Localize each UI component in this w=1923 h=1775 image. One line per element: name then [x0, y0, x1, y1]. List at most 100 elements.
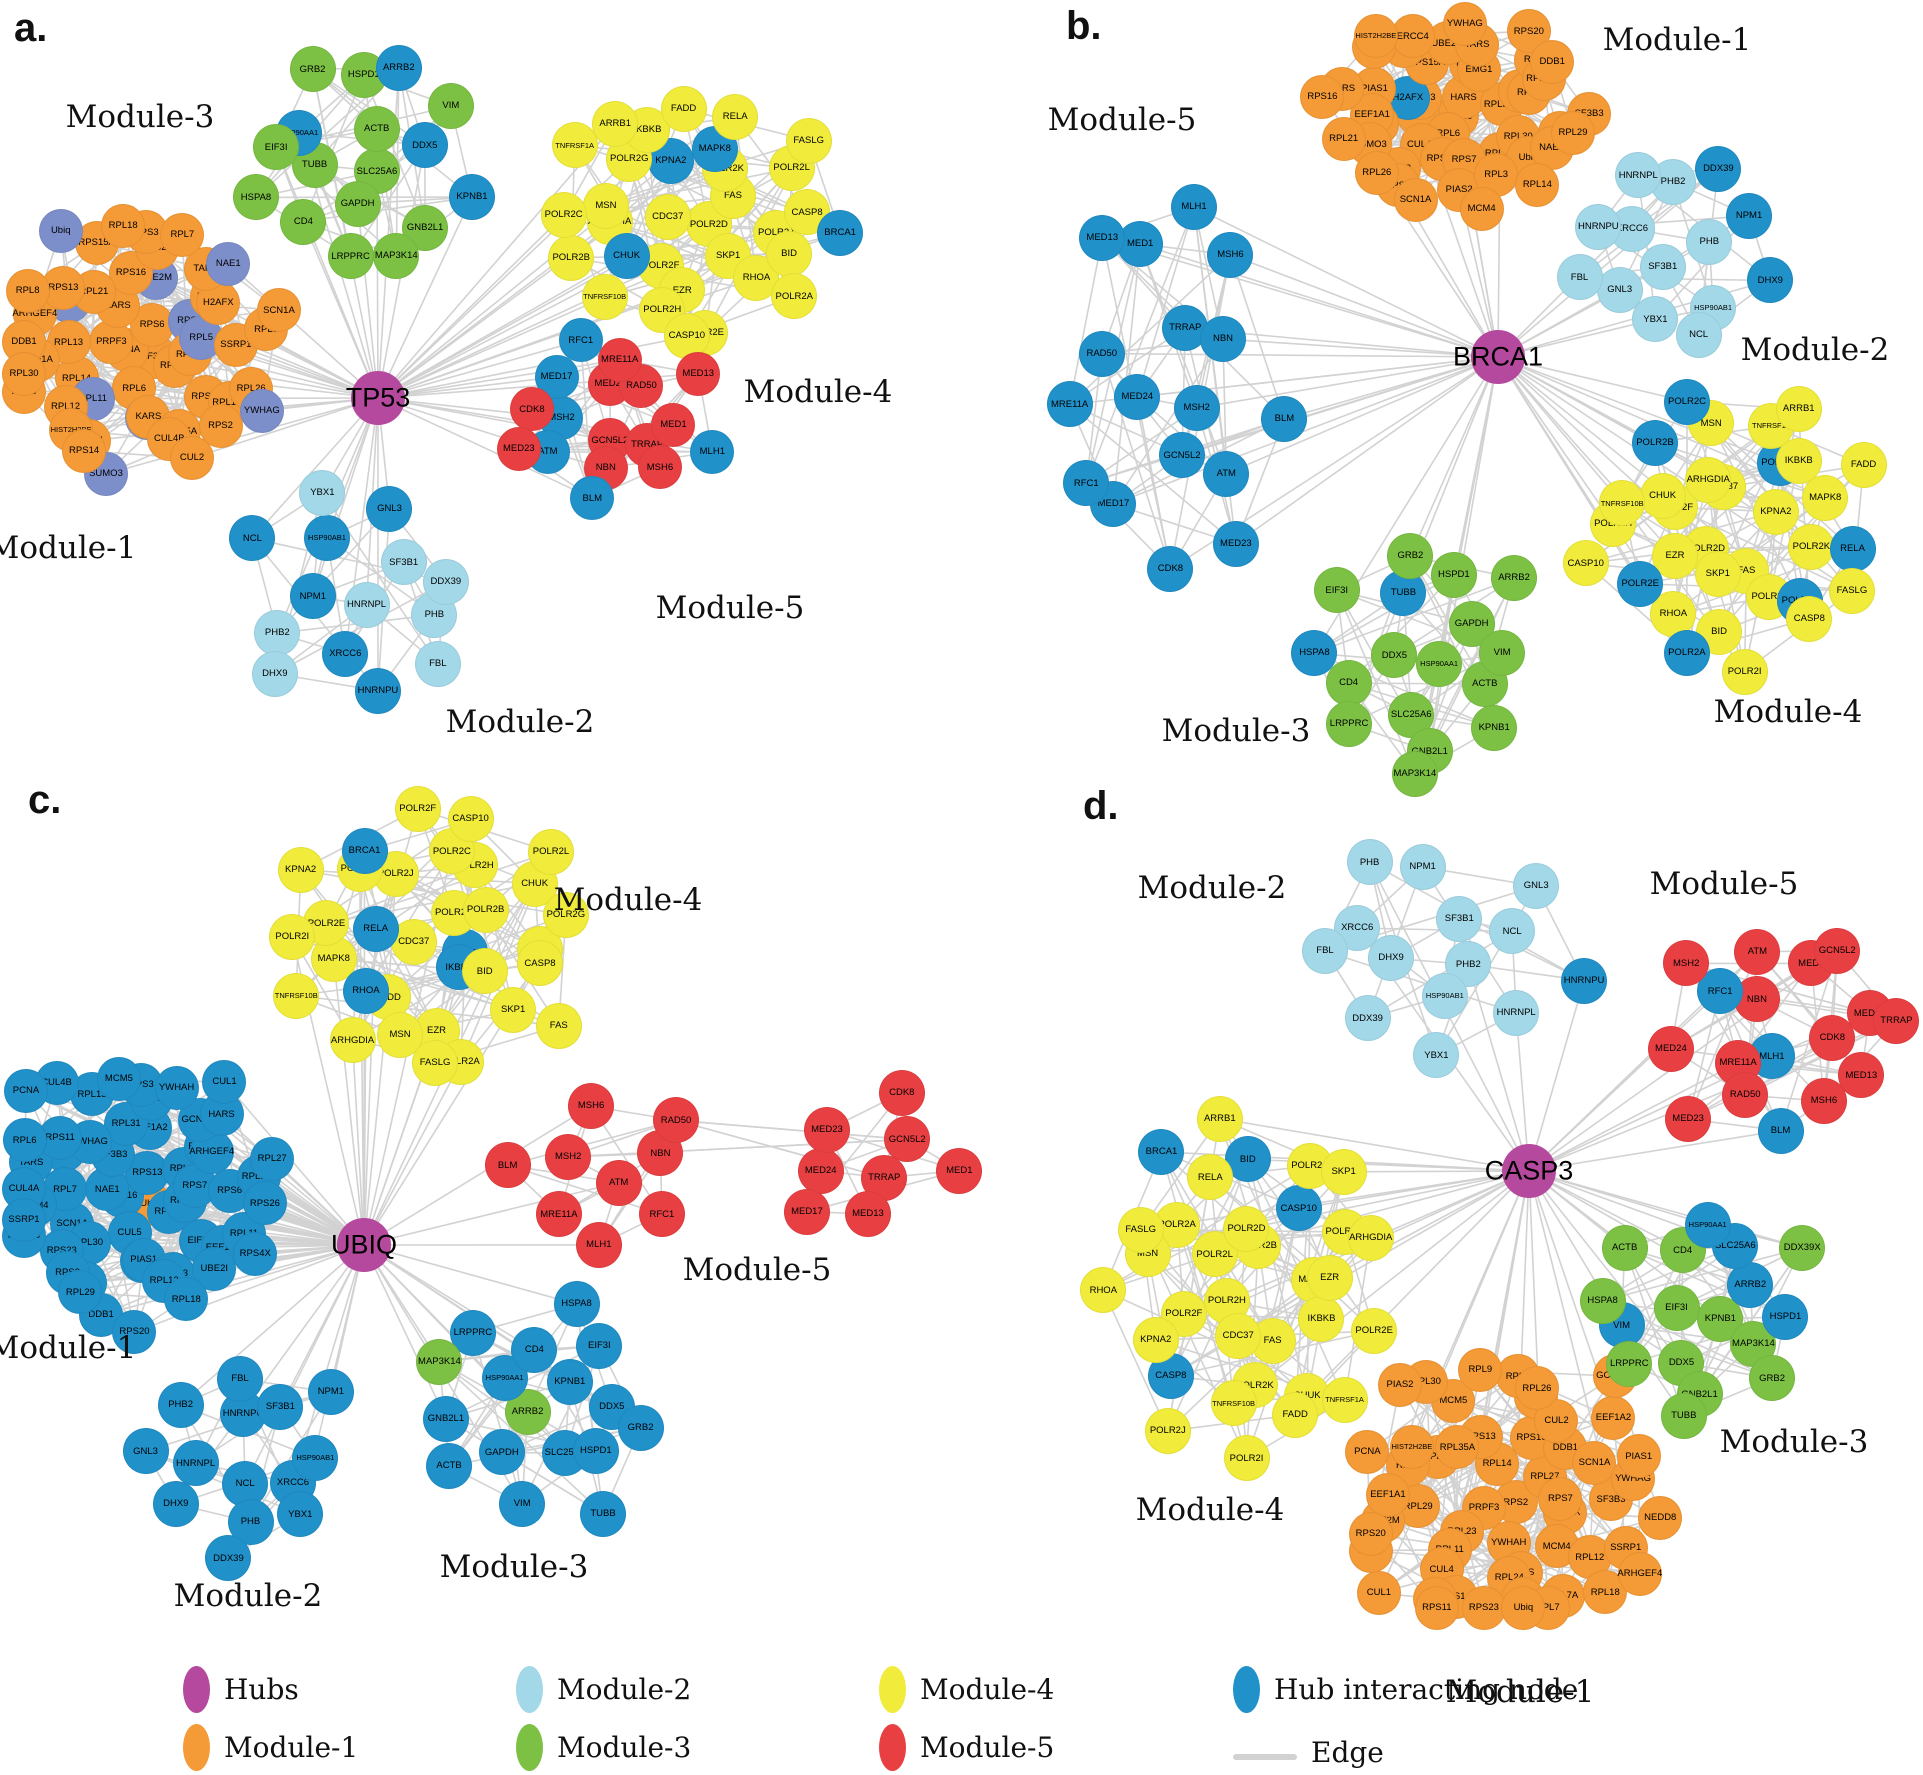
- node-cul1[interactable]: CUL1: [1356, 1570, 1401, 1615]
- node-rpl29[interactable]: RPL29: [58, 1270, 103, 1315]
- node-bid[interactable]: BID: [766, 231, 813, 278]
- node-xrcc6[interactable]: XRCC6: [322, 630, 369, 677]
- node-cul1[interactable]: CUL1: [202, 1060, 247, 1105]
- node-dhx9[interactable]: DHX9: [1368, 935, 1415, 982]
- node-hnrnpu[interactable]: HNRNPU: [1561, 957, 1608, 1004]
- node-sf3b1[interactable]: SF3B1: [380, 539, 427, 586]
- node-blm[interactable]: BLM: [1757, 1107, 1804, 1154]
- node-arrb1[interactable]: ARRB1: [1775, 386, 1822, 433]
- node-sf3b1[interactable]: SF3B1: [1639, 244, 1686, 291]
- node-med24[interactable]: MED24: [1647, 1025, 1694, 1072]
- node-ddx5[interactable]: DDX5: [1371, 632, 1418, 679]
- node-actb[interactable]: ACTB: [353, 105, 400, 152]
- node-msh6[interactable]: MSH6: [1800, 1078, 1847, 1125]
- node-map3k14[interactable]: MAP3K14: [416, 1338, 463, 1385]
- node-rps7[interactable]: RPS7: [1538, 1477, 1583, 1522]
- node-rpl27[interactable]: RPL27: [250, 1137, 295, 1182]
- node-fbl[interactable]: FBL: [414, 640, 461, 687]
- node-casp10[interactable]: CASP10: [447, 796, 494, 843]
- node-cdk8[interactable]: CDK8: [1809, 1014, 1856, 1061]
- node-actb[interactable]: ACTB: [426, 1443, 473, 1490]
- node-med13[interactable]: MED13: [1838, 1052, 1885, 1099]
- node-msh2[interactable]: MSH2: [1173, 385, 1220, 432]
- node-dhx9[interactable]: DHX9: [251, 650, 298, 697]
- node-rps20[interactable]: RPS20: [112, 1310, 157, 1355]
- node-map3k14[interactable]: MAP3K14: [373, 233, 420, 279]
- node-faslg[interactable]: FASLG: [412, 1039, 459, 1086]
- node-med23[interactable]: MED23: [1665, 1096, 1712, 1143]
- node-kpna2[interactable]: KPNA2: [277, 847, 324, 893]
- node-med24[interactable]: MED24: [1114, 373, 1161, 420]
- node-hnrnpu[interactable]: HNRNPU: [354, 667, 401, 714]
- node-ubiq[interactable]: Ubiq: [1501, 1586, 1546, 1630]
- node-polr2c[interactable]: POLR2C: [1664, 378, 1711, 425]
- node-cd4[interactable]: CD4: [511, 1327, 558, 1374]
- node-ywhag[interactable]: YWHAG: [239, 388, 284, 433]
- node-ybx1[interactable]: YBX1: [1632, 296, 1679, 343]
- node-gnb2l1[interactable]: GNB2L1: [422, 1395, 469, 1442]
- node-gnl3[interactable]: GNL3: [1513, 863, 1560, 910]
- node-rps6[interactable]: RPS6: [130, 302, 175, 347]
- node-fadd[interactable]: FADD: [1272, 1391, 1319, 1438]
- node-rhoa[interactable]: RHOA: [1080, 1267, 1127, 1314]
- node-hspd1[interactable]: HSPD1: [1430, 552, 1477, 598]
- node-msh2[interactable]: MSH2: [545, 1133, 592, 1180]
- node-mlh1[interactable]: MLH1: [575, 1221, 622, 1268]
- node-phb[interactable]: PHB: [1346, 839, 1393, 886]
- node-arhgdia[interactable]: ARHGDIA: [329, 1017, 376, 1064]
- node-med23[interactable]: MED23: [803, 1107, 850, 1154]
- node-ddx5[interactable]: DDX5: [401, 122, 448, 169]
- node-mapk8[interactable]: MAPK8: [1802, 474, 1849, 521]
- node-lrpprc[interactable]: LRPPRC: [1606, 1340, 1653, 1387]
- node-mre11a[interactable]: MRE11A: [535, 1191, 582, 1238]
- node-rela[interactable]: RELA: [712, 94, 759, 141]
- node-ubiq[interactable]: Ubiq: [38, 208, 83, 253]
- node-msh6[interactable]: MSH6: [1207, 231, 1254, 278]
- node-tnfrsf10b[interactable]: TNFRSF10B: [1599, 480, 1646, 527]
- node-phb2[interactable]: PHB2: [157, 1381, 204, 1428]
- node-npm1[interactable]: NPM1: [1399, 843, 1446, 890]
- node-mcm5[interactable]: MCM5: [96, 1056, 141, 1101]
- node-ncl[interactable]: NCL: [1675, 311, 1722, 358]
- node-grb2[interactable]: GRB2: [289, 46, 336, 93]
- node-casp10[interactable]: CASP10: [1562, 540, 1609, 587]
- node-cd4[interactable]: CD4: [1325, 660, 1372, 707]
- node-med1[interactable]: MED1: [651, 403, 696, 448]
- node-kpnb1[interactable]: KPNB1: [1471, 704, 1518, 751]
- node-rps14[interactable]: RPS14: [62, 428, 107, 473]
- node-rpl7[interactable]: RPL7: [160, 212, 205, 257]
- node-polr2i[interactable]: POLR2I: [1223, 1435, 1270, 1482]
- node-rhoa[interactable]: RHOA: [342, 967, 389, 1014]
- node-faslg[interactable]: FASLG: [1828, 567, 1875, 614]
- node-ddx39[interactable]: DDX39: [422, 558, 469, 605]
- node-med1[interactable]: MED1: [936, 1147, 983, 1194]
- node-scn1a[interactable]: SCN1A: [1393, 177, 1438, 222]
- node-arrb1[interactable]: ARRB1: [592, 101, 639, 148]
- node-vim[interactable]: VIM: [1479, 630, 1526, 677]
- node-fadd[interactable]: FADD: [1840, 442, 1887, 489]
- node-polr2b[interactable]: POLR2B: [462, 887, 509, 934]
- node-ercc4[interactable]: ERCC4: [1390, 14, 1435, 59]
- node-sf3b1[interactable]: SF3B1: [257, 1383, 304, 1430]
- node-blm[interactable]: BLM: [1261, 395, 1308, 442]
- node-rpl29[interactable]: RPL29: [1550, 110, 1595, 155]
- node-rpl6[interactable]: RPL6: [2, 1118, 47, 1163]
- node-rps11[interactable]: RPS11: [1414, 1586, 1459, 1630]
- node-cdc37[interactable]: CDC37: [1215, 1313, 1262, 1360]
- node-grb2[interactable]: GRB2: [1387, 533, 1434, 580]
- node-lrpprc[interactable]: LRPPRC: [327, 233, 374, 280]
- node-casp8[interactable]: CASP8: [1786, 595, 1833, 642]
- node-pcna[interactable]: PCNA: [3, 1068, 48, 1113]
- hub-tp53[interactable]: [351, 371, 405, 425]
- node-msh6[interactable]: MSH6: [637, 445, 682, 490]
- node-tnfrsf10b[interactable]: TNFRSF10B: [273, 972, 320, 1019]
- node-eef1a2[interactable]: EEF1A2: [1591, 1396, 1636, 1441]
- node-ssrp1[interactable]: SSRP1: [2, 1197, 46, 1242]
- node-nedd8[interactable]: NEDD8: [1638, 1495, 1683, 1540]
- node-nae1[interactable]: NAE1: [206, 241, 251, 286]
- node-rpl14[interactable]: RPL14: [1515, 162, 1560, 207]
- node-kpna2[interactable]: KPNA2: [1752, 488, 1799, 535]
- node-pias2[interactable]: PIAS2: [1378, 1363, 1422, 1408]
- node-hnrnpl[interactable]: HNRNPL: [1615, 152, 1662, 199]
- node-msn[interactable]: MSN: [582, 182, 629, 229]
